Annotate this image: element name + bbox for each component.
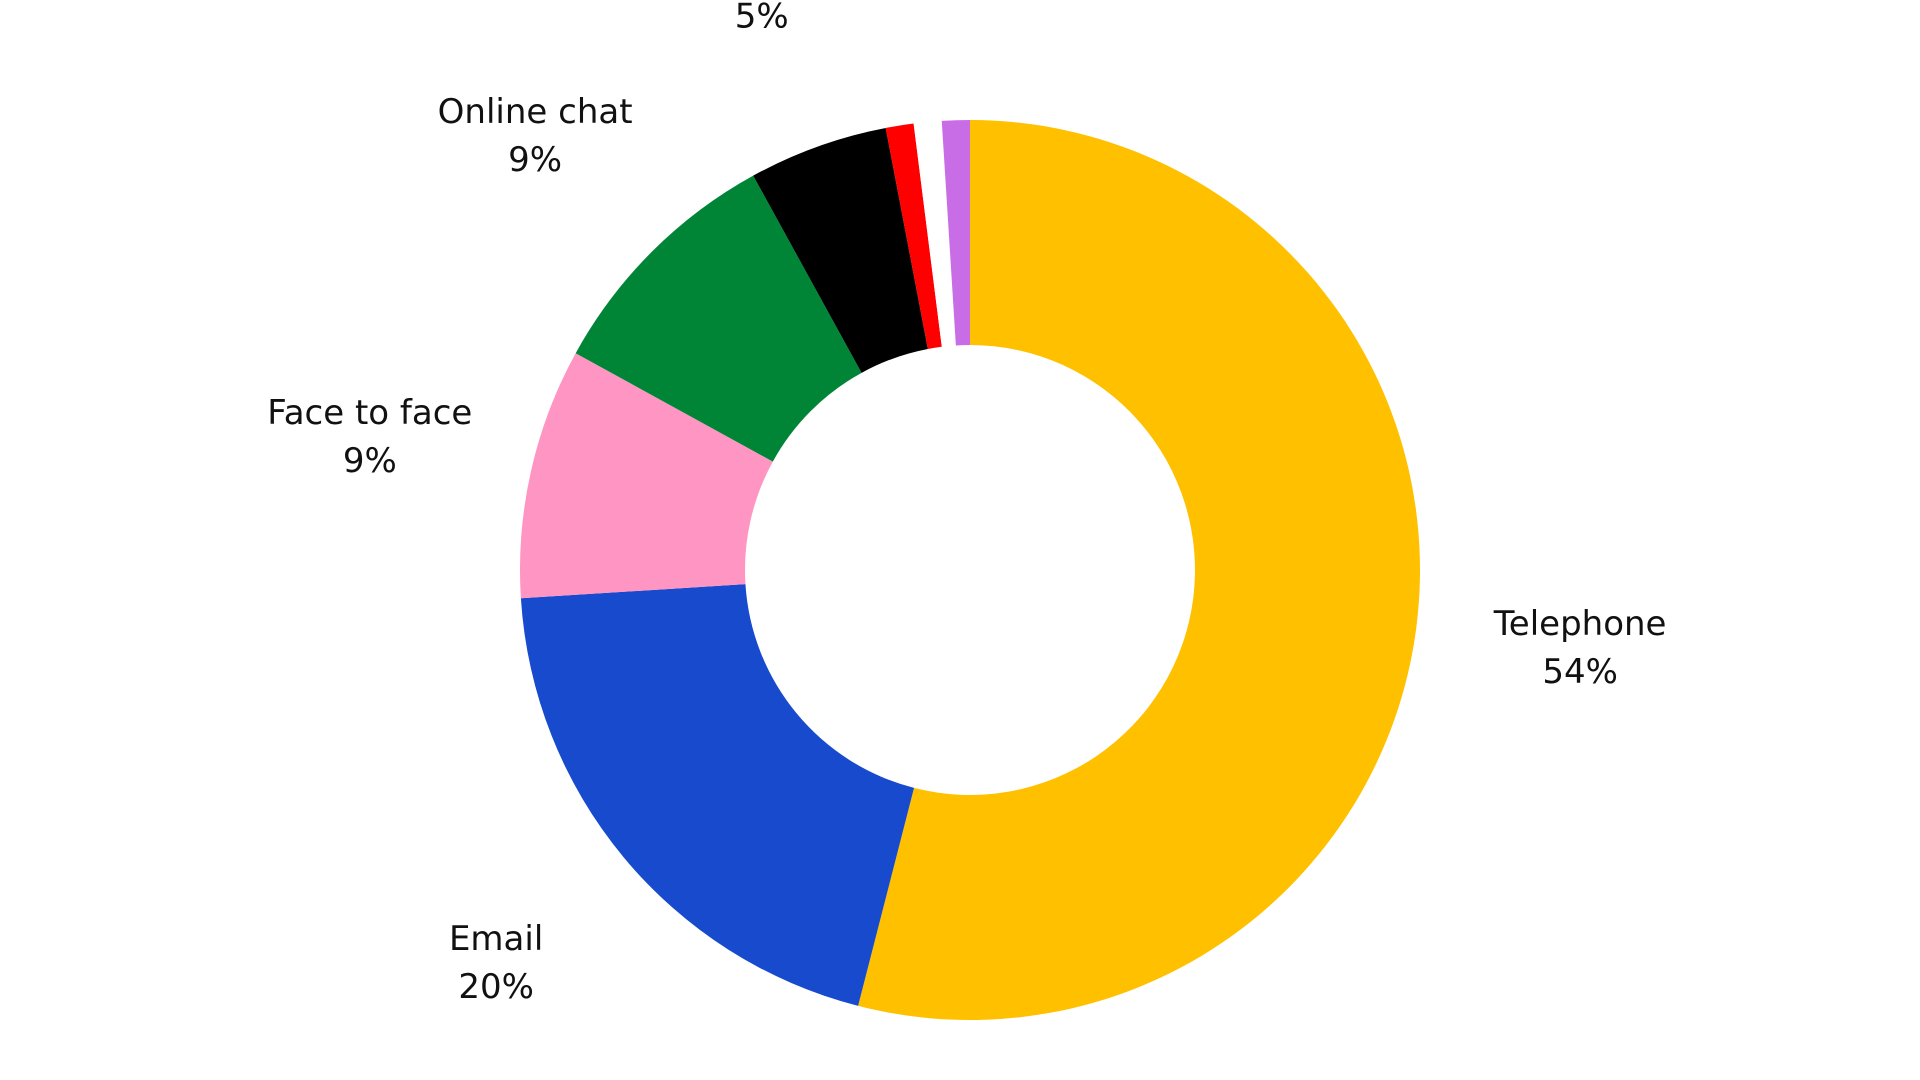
slice-label-online-chat: Online chat bbox=[438, 92, 633, 132]
slice-unlabeled-5 bbox=[885, 123, 942, 349]
slice-value-label-whatsapp: 5% bbox=[735, 0, 789, 36]
slice-label-email: Email bbox=[449, 919, 543, 959]
slice-email bbox=[520, 584, 915, 1006]
slice-telephone bbox=[858, 120, 1420, 1020]
slice-unlabeled-6 bbox=[913, 120, 956, 347]
slice-whatsapp bbox=[753, 127, 928, 373]
slice-label-telephone: Telephone bbox=[1493, 604, 1667, 644]
slice-online-chat bbox=[575, 175, 862, 462]
slice-face-to-face bbox=[520, 353, 773, 599]
slice-label-face-to-face: Face to face bbox=[267, 393, 472, 433]
donut-slices bbox=[520, 120, 1420, 1020]
slice-value-label-online-chat: 9% bbox=[508, 140, 562, 180]
slice-labels: Telephone 54% Email 20% Face to face 9% Online… bbox=[267, 0, 1666, 1007]
slice-value-label-telephone: 54% bbox=[1542, 652, 1618, 692]
slice-unlabeled-7 bbox=[941, 120, 970, 346]
slice-value-label-email: 20% bbox=[458, 967, 534, 1007]
slice-value-label-face-to-face: 9% bbox=[343, 441, 397, 481]
